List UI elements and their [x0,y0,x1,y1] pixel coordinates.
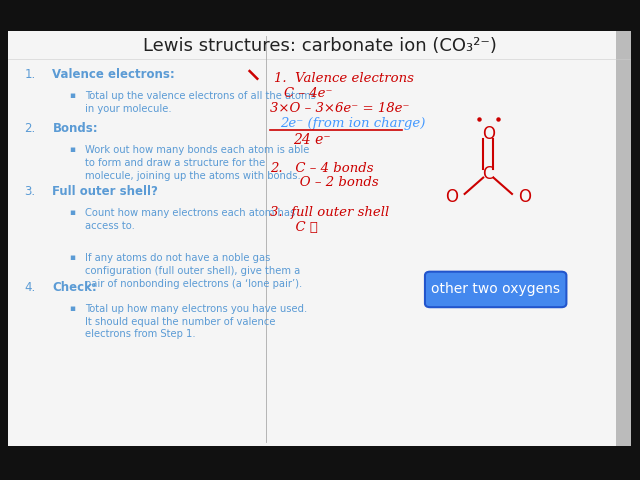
Text: ▪: ▪ [69,304,76,313]
Text: C – 4e⁻: C – 4e⁻ [284,87,332,100]
Text: 3×O – 3×6e⁻ = 18e⁻: 3×O – 3×6e⁻ = 18e⁻ [270,102,410,116]
Text: 2e⁻ (from ion charge): 2e⁻ (from ion charge) [280,117,426,131]
Text: 2.: 2. [24,122,36,135]
Text: ▪: ▪ [69,145,76,155]
Text: Valence electrons:: Valence electrons: [52,68,175,81]
Text: O: O [482,125,495,144]
Text: If any atoms do not have a noble gas
configuration (full outer shell), give them: If any atoms do not have a noble gas con… [85,253,302,289]
Text: Full outer shell?: Full outer shell? [52,185,158,198]
Text: ▪: ▪ [69,208,76,217]
Bar [8,31,630,446]
Text: 24 e⁻: 24 e⁻ [293,133,331,147]
Text: 1.  Valence electrons: 1. Valence electrons [274,72,414,85]
Bar [616,31,631,446]
FancyBboxPatch shape [425,272,566,307]
Text: 3.: 3. [24,185,35,198]
Text: 4.: 4. [24,281,36,294]
Text: Work out how many bonds each atom is able
to form and draw a structure for the
m: Work out how many bonds each atom is abl… [85,145,310,181]
Text: Check:: Check: [52,281,97,294]
Text: 2.   C – 4 bonds: 2. C – 4 bonds [270,161,374,175]
Text: O – 2 bonds: O – 2 bonds [270,176,379,189]
Text: other two oxygens: other two oxygens [431,282,560,297]
Text: Total up the valence electrons of all the atoms
in your molecule.: Total up the valence electrons of all th… [85,91,316,114]
Text: ▪: ▪ [69,253,76,263]
Text: Count how many electrons each atom has
access to.: Count how many electrons each atom has a… [85,208,296,231]
Text: O: O [518,188,531,206]
Text: Bonds:: Bonds: [52,122,98,135]
Text: 3.  full outer shell: 3. full outer shell [270,205,389,219]
Text: Lewis structures: carbonate ion (CO₃²⁻): Lewis structures: carbonate ion (CO₃²⁻) [143,36,497,55]
Text: Total up how many electrons you have used.
It should equal the number of valence: Total up how many electrons you have use… [85,304,307,339]
Text: 1.: 1. [24,68,36,81]
Text: C: C [483,165,494,183]
Text: ▪: ▪ [69,91,76,100]
Text: C ✓: C ✓ [270,220,318,234]
Text: O: O [445,188,458,206]
